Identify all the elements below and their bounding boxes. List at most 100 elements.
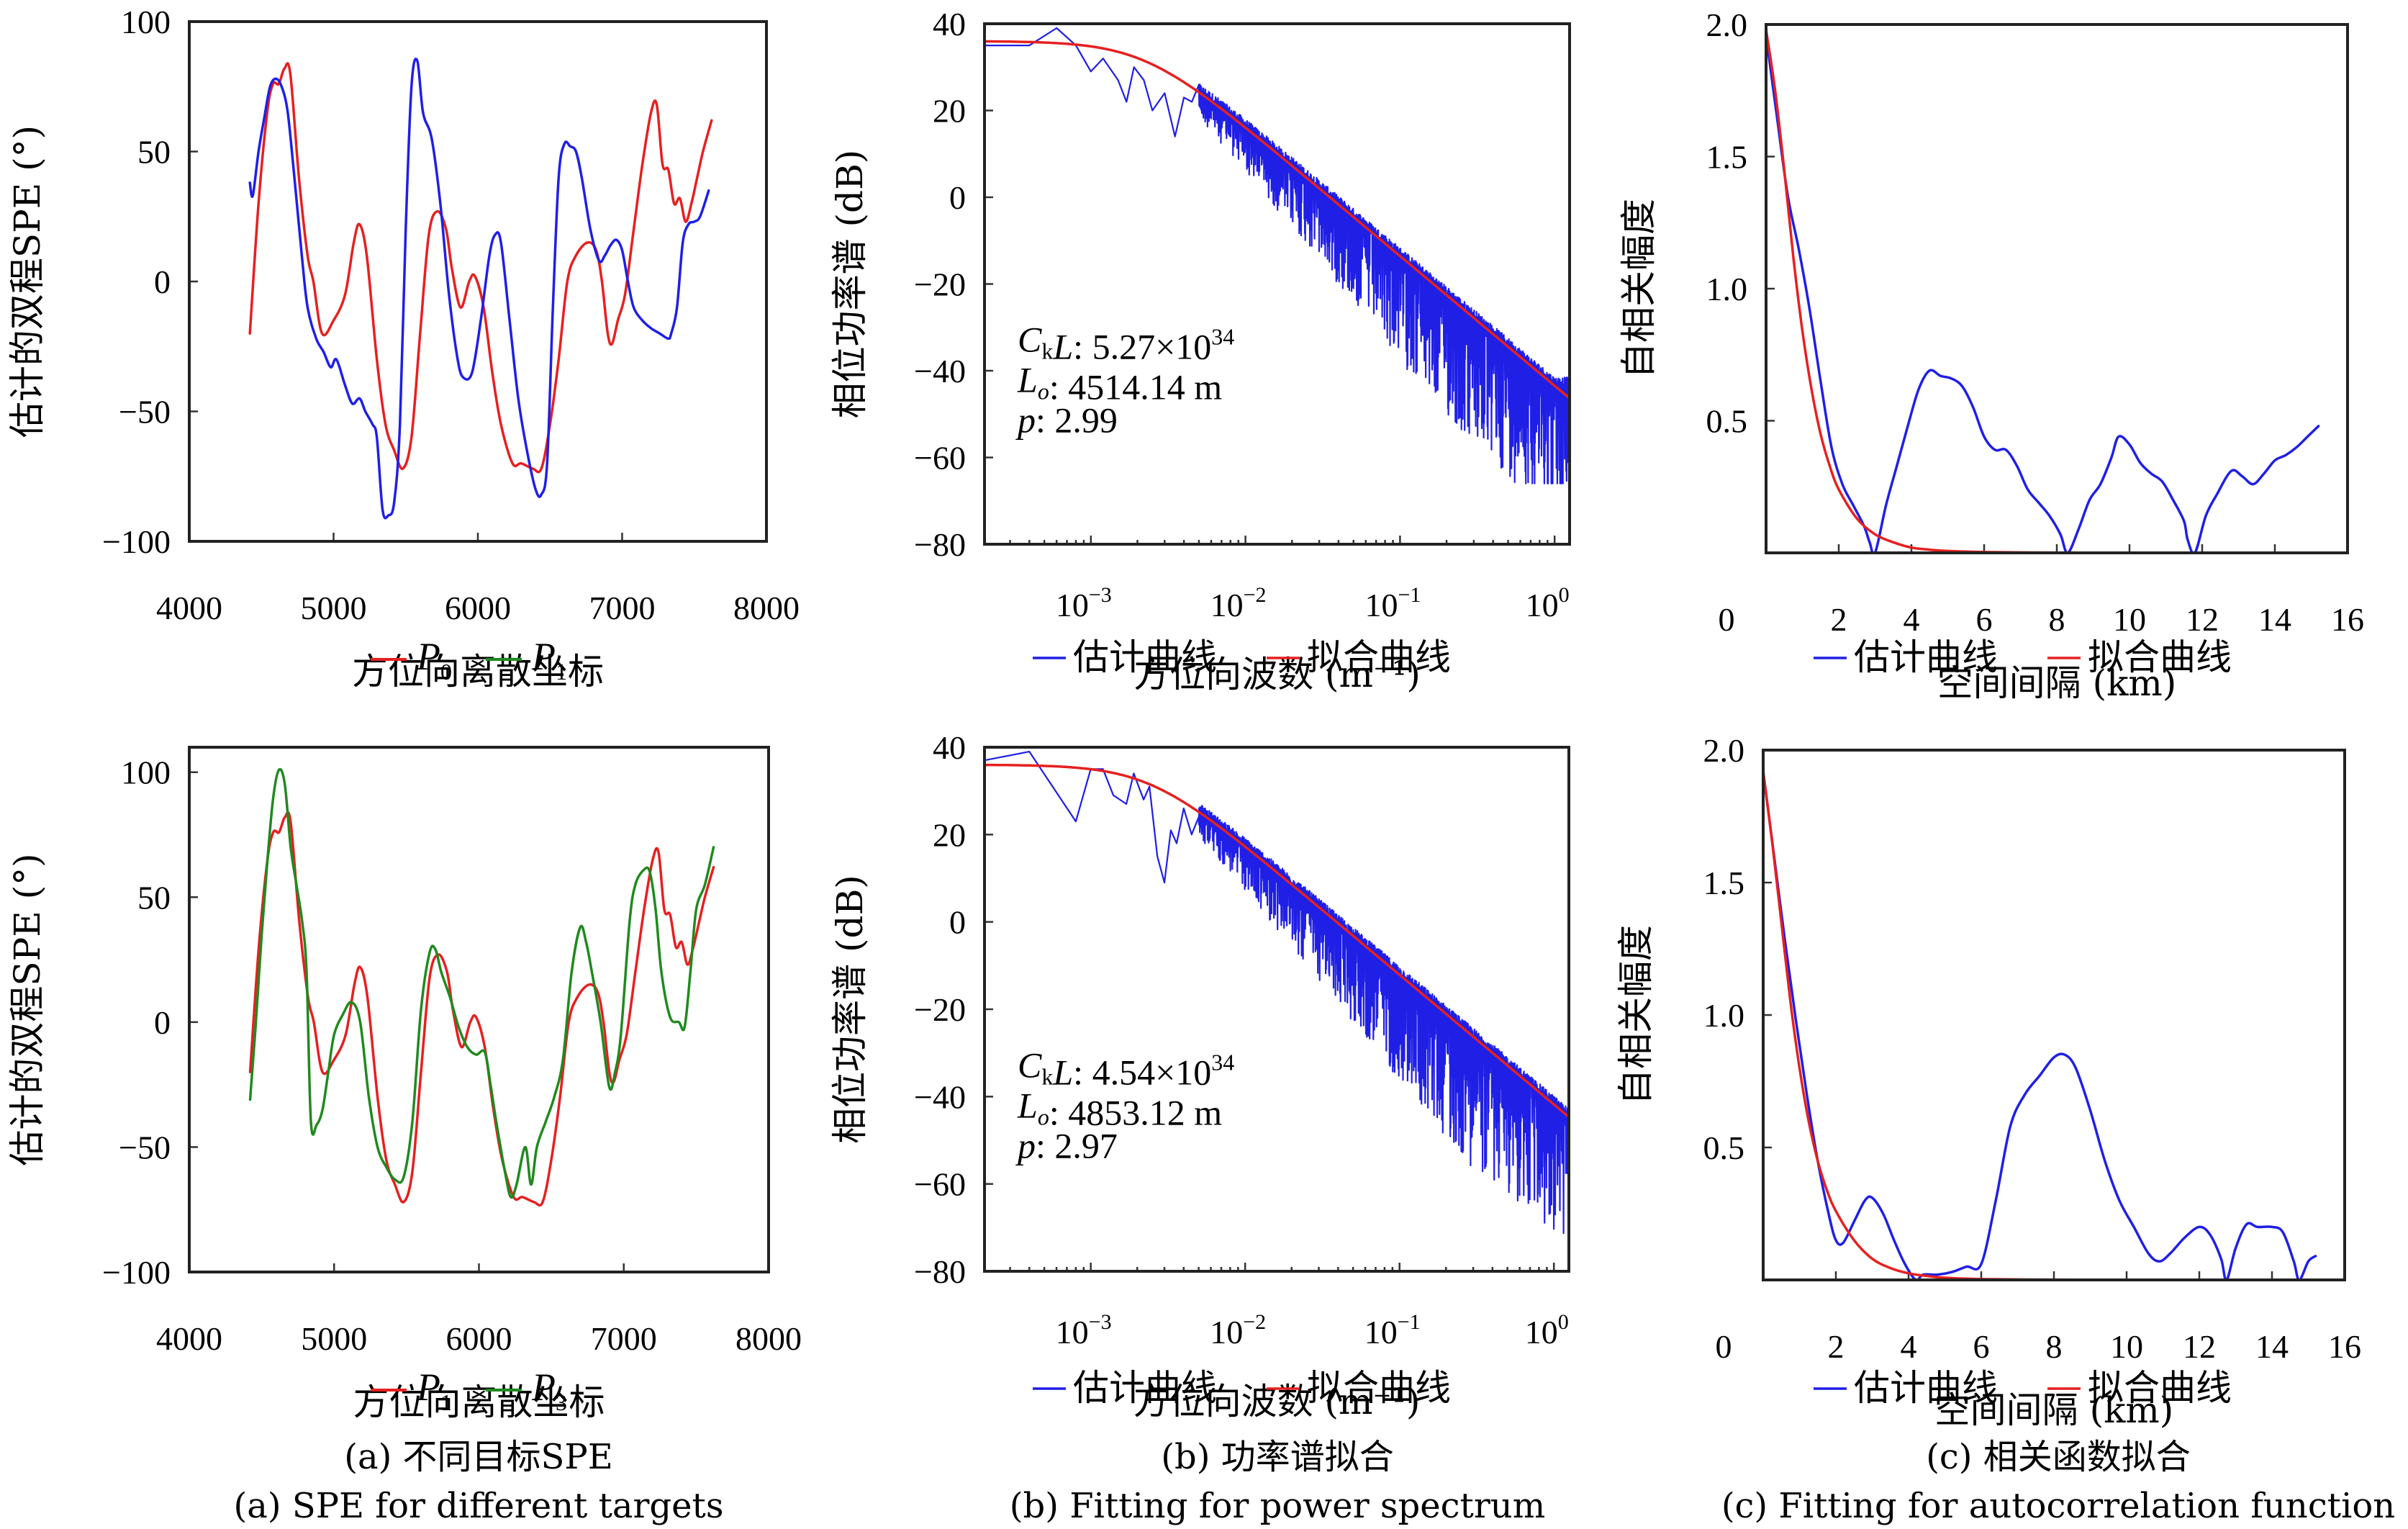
plot-area (248, 767, 715, 1207)
y-tick-label: −100 (102, 523, 171, 560)
panel-c-bottom: 0.5 1.0 1.5 2.0 0 2 4 6 8 10 12 14 16 空间间隔 (km) 自相关幅度估… (1615, 732, 2361, 1431)
x-axis-label: 方位向离散坐标 (352, 651, 604, 693)
x-axis-label: 方位向离散坐标 (353, 1381, 605, 1423)
y-tick-label: 1.5 (1706, 139, 1748, 176)
legend-label: P0 (416, 635, 452, 685)
y-tick-label: 0.5 (1703, 1129, 1745, 1166)
x-tick-label: 12 (2186, 601, 2219, 638)
caption-c-zh: (c) 相关函数拟合 (1926, 1437, 2191, 1477)
axes-frame (983, 22, 1571, 546)
legend-item: P3 (486, 1366, 567, 1415)
x-tick-label: 100 (1525, 1310, 1569, 1350)
x-tick-label: 14 (2258, 601, 2291, 638)
axes-frame (983, 746, 1570, 1273)
y-tick-label: 0 (154, 1004, 171, 1041)
y-tick-label: 0 (949, 179, 966, 216)
legend-label: 估计曲线 (1073, 636, 1217, 678)
y-axis-label: 相位功率谱 (dB) (829, 150, 871, 419)
y-tick-label: 0 (949, 904, 966, 941)
caption-a-zh: (a) 不同目标SPE (344, 1437, 613, 1477)
legend-item: 拟合曲线 (1267, 636, 1451, 678)
legend-label: 拟合曲线 (1307, 1367, 1451, 1409)
y-tick-label: −50 (119, 1129, 171, 1165)
y-axis-label: 自相关幅度 (1615, 925, 1657, 1105)
x-tick-label: 2 (1828, 1328, 1845, 1365)
x-tick-label: 6 (1973, 1328, 1990, 1365)
x-tick-label: 14 (2255, 1328, 2289, 1365)
x-tick-label: 10−1 (1364, 583, 1421, 623)
y-axis-label: 估计的双程SPE (°) (6, 853, 48, 1165)
axes-frame (188, 746, 770, 1273)
y-axis-label: 相位功率谱 (dB) (829, 875, 871, 1144)
captions: (a) 不同目标SPE (a) SPE for different target… (234, 1437, 2396, 1526)
x-tick-label: 8 (2046, 1328, 2063, 1365)
panel-c-top: 0.5 1.0 1.5 2.0 0 2 4 6 8 10 12 14 16 空间间隔 (km) 自相关幅度估… (1618, 6, 2364, 704)
x-tick-label: 4000 (156, 590, 222, 626)
legend-item: P1 (486, 635, 567, 685)
legend: 估计曲线 拟合曲线 (1814, 636, 2232, 678)
y-tick-label: −60 (914, 1166, 966, 1203)
caption-b-zh: (b) 功率谱拟合 (1161, 1437, 1393, 1477)
y-tick-label: 20 (933, 816, 966, 853)
legend-item: 估计曲线 (1033, 636, 1217, 678)
legend-item: 拟合曲线 (2047, 636, 2232, 678)
legend: P1 P3 (371, 1366, 567, 1415)
y-axis-label: 估计的双程SPE (°) (6, 125, 48, 438)
x-tick-label: 10−2 (1210, 1310, 1266, 1350)
series-b-bottom-estimate (985, 751, 1569, 1235)
legend-item: 拟合曲线 (1267, 1367, 1451, 1409)
x-tick-label: 4000 (156, 1320, 222, 1357)
x-tick-label: 7000 (591, 1320, 657, 1357)
series-b-top-fit (985, 40, 1570, 400)
y-tick-label: 20 (933, 93, 966, 130)
y-tick-label: 40 (933, 729, 966, 766)
series-a-top-P1 (248, 58, 710, 520)
axes-frame (188, 20, 768, 543)
plot-area (1763, 770, 2317, 1280)
series-c-top-拟合曲线 (1766, 28, 2320, 553)
annotation-line: Lo: 4853.12 m (1017, 1086, 1222, 1133)
series-a-bottom-P1 (248, 811, 715, 1207)
legend-item: 估计曲线 (1814, 636, 1998, 678)
y-tick-label: 1.0 (1706, 271, 1748, 307)
y-tick-label: −40 (914, 353, 966, 389)
y-tick-label: 50 (137, 134, 171, 171)
panel-b-top: −80 −60 −40 −20 0 20 40 10−3 10−2 10−1 100 方位向波数 (m… (829, 6, 1571, 695)
caption-a-en: (a) SPE for different targets (234, 1486, 724, 1526)
legend: 估计曲线 拟合曲线 (1033, 636, 1451, 678)
x-axis-label: 方位向波数 (m⁻¹) (1133, 654, 1421, 695)
x-tick-label: 6 (1976, 601, 1993, 638)
legend-item: 拟合曲线 (2047, 1367, 2232, 1409)
legend-item: P0 (371, 635, 452, 685)
legend-label: P1 (531, 635, 567, 685)
legend-label: P1 (416, 1366, 452, 1415)
x-tick-label: 8000 (735, 1320, 802, 1357)
y-tick-label: −50 (119, 394, 171, 430)
axes-frame (1765, 23, 2349, 554)
x-axis-label: 空间间隔 (km) (1934, 1389, 2174, 1431)
panel-a-top: −100 −50 0 50 100 4000 5000 6000 7000 8000 方位向离散坐标… (6, 4, 800, 693)
legend-label: 估计曲线 (1854, 636, 1998, 678)
legend-label: 拟合曲线 (2088, 636, 2232, 678)
legend: 估计曲线 拟合曲线 (1814, 1367, 2232, 1409)
y-axis-label: 自相关幅度 (1618, 199, 1660, 379)
y-tick-label: −20 (914, 266, 966, 303)
x-tick-label: 8 (2049, 601, 2065, 638)
x-tick-label: 2 (1831, 601, 1847, 638)
y-tick-label: 1.0 (1703, 997, 1745, 1034)
x-tick-label: 6000 (446, 1320, 512, 1357)
x-tick-label: 12 (2183, 1328, 2216, 1365)
x-tick-label: 5000 (301, 1320, 367, 1357)
x-tick-label: 16 (2331, 601, 2364, 638)
x-tick-label: 10 (2110, 1328, 2143, 1365)
x-tick-label: 4 (1904, 601, 1920, 638)
y-tick-label: 2.0 (1703, 732, 1745, 769)
y-tick-label: 40 (933, 6, 966, 42)
x-tick-label: 8000 (733, 590, 800, 626)
series-a-top-P0 (248, 62, 713, 474)
x-tick-label: 16 (2328, 1328, 2361, 1365)
series-c-bottom-估计曲线 (1763, 770, 2317, 1280)
plot-area (1766, 28, 2320, 553)
